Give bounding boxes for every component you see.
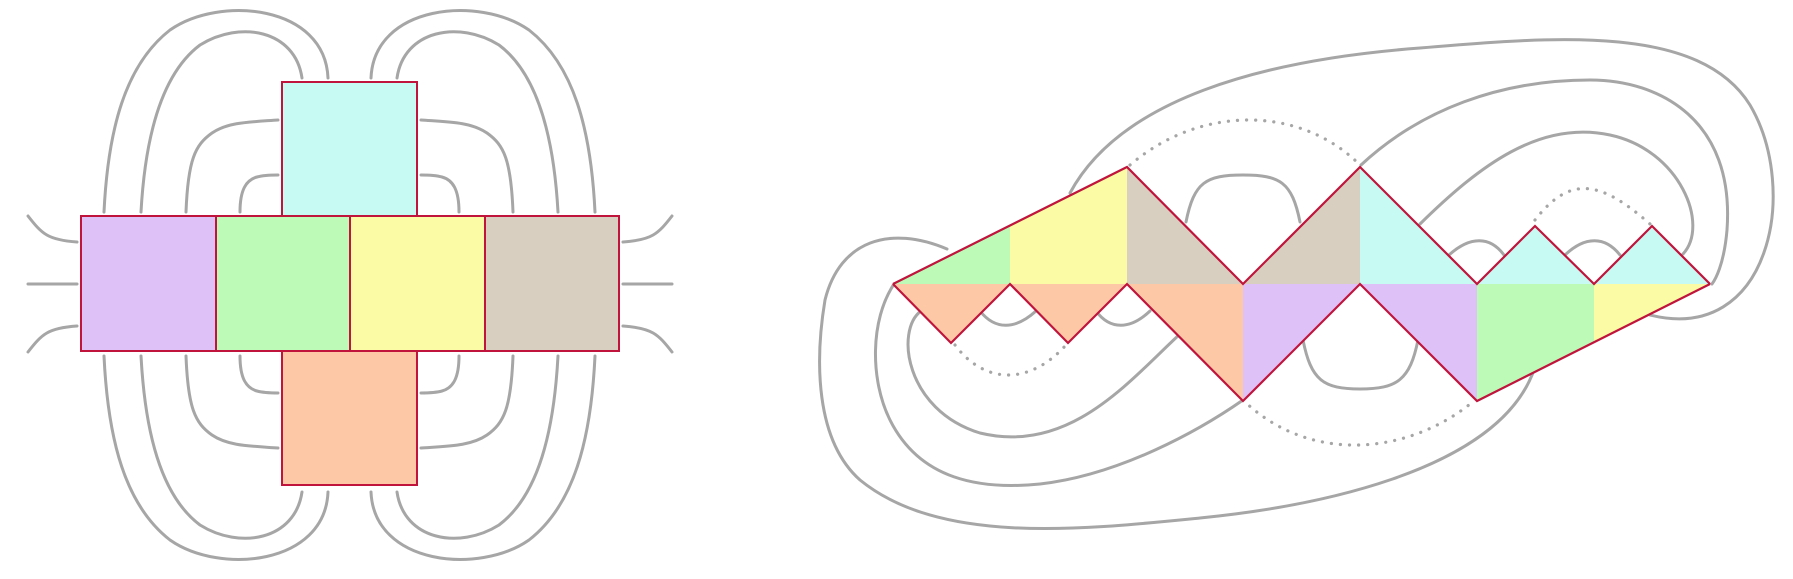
strand-right-end-top — [623, 216, 672, 242]
strand-arch-top — [1186, 175, 1300, 222]
strand-right-mid-bottom — [421, 356, 513, 448]
strand-left-end-top — [28, 216, 77, 242]
strand-left-mid-bottom — [186, 356, 278, 448]
net-cell-row-2 — [216, 216, 350, 351]
net-cell-bottom — [282, 351, 417, 485]
face-cyan-small-1 — [1477, 226, 1594, 284]
strand-hidden-left — [955, 345, 1066, 375]
strand-inner-left-top — [141, 32, 302, 212]
face-orange-small-2 — [1010, 284, 1127, 343]
face-orange-small-1 — [893, 284, 1010, 343]
strand-hidden-top — [1130, 120, 1360, 165]
face-yellow-upper — [1010, 167, 1127, 284]
strand-inner-right-top — [397, 32, 558, 212]
triangulated-band — [893, 167, 1710, 401]
strand-right-small-bottom — [421, 356, 459, 393]
strand-right-mid-top — [421, 120, 513, 212]
cube-net — [81, 82, 619, 485]
strand-left-mid-top — [186, 120, 278, 212]
right-panel — [820, 40, 1774, 529]
strand-hidden-right — [1535, 189, 1650, 224]
net-cell-row-4 — [485, 216, 619, 351]
net-cell-row-1 — [81, 216, 216, 351]
net-cell-row-3 — [350, 216, 485, 351]
strand-left-small-top — [240, 175, 278, 212]
strand-bump-3 — [1449, 241, 1504, 255]
strand-bump-1 — [980, 311, 1036, 325]
face-green-lower — [1477, 284, 1594, 401]
strand-arch-bottom — [1303, 340, 1418, 389]
strand-bump-2 — [1096, 311, 1150, 325]
strand-hidden-bottom — [1243, 400, 1475, 445]
strand-right-end-bottom — [623, 326, 672, 352]
strand-bump-4 — [1565, 241, 1620, 255]
strand-left-end-bottom — [28, 326, 77, 352]
strand-right-small-top — [421, 175, 459, 212]
net-cell-top — [282, 82, 417, 216]
strand-left-small-bottom — [240, 356, 278, 393]
left-panel — [28, 11, 672, 560]
